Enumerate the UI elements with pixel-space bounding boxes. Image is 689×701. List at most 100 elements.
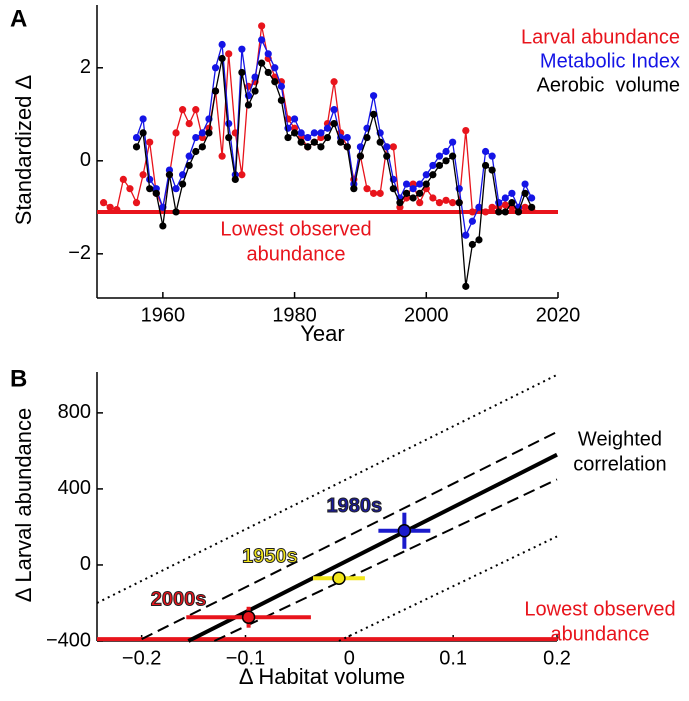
data-point bbox=[468, 208, 476, 216]
data-point bbox=[152, 189, 160, 197]
annotation: abundance bbox=[247, 243, 346, 265]
data-point bbox=[258, 36, 266, 44]
data-point bbox=[198, 143, 206, 151]
data-point bbox=[356, 143, 365, 151]
data-point bbox=[475, 236, 483, 244]
data-point bbox=[409, 185, 417, 193]
data-point bbox=[416, 189, 424, 197]
data-point bbox=[389, 185, 397, 193]
y-axis-title: Standardized Δ bbox=[11, 74, 36, 225]
x-tick-label: 0.2 bbox=[543, 647, 571, 669]
data-point bbox=[397, 523, 412, 538]
data-point bbox=[284, 133, 292, 142]
data-point bbox=[271, 64, 279, 72]
data-point bbox=[462, 231, 470, 239]
x-tick-label: 2020 bbox=[536, 304, 581, 326]
data-point bbox=[468, 217, 476, 225]
data-point bbox=[99, 199, 108, 207]
data-point bbox=[238, 171, 246, 179]
data-point bbox=[317, 143, 325, 151]
point-label: 1950s bbox=[242, 546, 298, 568]
data-point bbox=[521, 203, 529, 211]
data-point bbox=[370, 110, 378, 118]
legend-entry: Aerobic volume bbox=[537, 74, 680, 96]
data-point bbox=[449, 199, 457, 207]
data-point bbox=[435, 199, 444, 207]
data-point bbox=[363, 185, 371, 193]
data-point bbox=[179, 106, 187, 114]
data-point bbox=[277, 96, 285, 104]
data-point bbox=[119, 175, 127, 184]
data-point bbox=[376, 189, 384, 197]
data-point bbox=[468, 240, 476, 249]
data-point bbox=[528, 203, 536, 211]
data-point bbox=[146, 138, 154, 146]
x-tick-label: 2000 bbox=[404, 304, 449, 326]
data-point bbox=[343, 143, 351, 151]
data-point bbox=[462, 282, 470, 290]
data-point bbox=[264, 68, 272, 77]
legend-entry: Metabolic Index bbox=[540, 50, 680, 72]
data-point bbox=[528, 194, 536, 202]
data-point bbox=[225, 133, 233, 142]
data-point bbox=[241, 610, 256, 624]
data-point bbox=[495, 208, 503, 216]
y-tick-label: 0 bbox=[80, 149, 91, 171]
data-point bbox=[370, 189, 378, 197]
data-point bbox=[113, 206, 121, 214]
data-point bbox=[172, 129, 180, 137]
y-tick-label: 400 bbox=[58, 477, 91, 499]
data-point bbox=[370, 92, 378, 100]
data-point bbox=[416, 180, 424, 188]
data-point bbox=[488, 152, 496, 160]
data-point bbox=[389, 143, 397, 151]
data-point bbox=[435, 152, 444, 160]
data-point bbox=[304, 143, 312, 151]
data-point bbox=[363, 133, 371, 142]
y-axis-title: Δ Larval abundance bbox=[11, 408, 36, 603]
data-point bbox=[271, 78, 279, 86]
data-point bbox=[521, 180, 529, 188]
data-point bbox=[442, 196, 450, 204]
fit-line bbox=[338, 535, 558, 642]
x-tick-label: 1980 bbox=[272, 304, 317, 326]
data-point bbox=[435, 161, 444, 170]
data-point bbox=[251, 73, 259, 81]
data-point bbox=[165, 171, 174, 179]
y-tick-label: 0 bbox=[80, 553, 91, 575]
data-point bbox=[330, 119, 338, 128]
data-point bbox=[264, 50, 272, 58]
fit-line bbox=[213, 478, 558, 642]
data-point bbox=[211, 64, 220, 72]
x-tick-label: −0.2 bbox=[122, 647, 161, 669]
data-point bbox=[350, 185, 358, 193]
data-point bbox=[172, 208, 180, 216]
data-point bbox=[290, 129, 299, 137]
data-point bbox=[501, 201, 509, 209]
annotation: Lowest observed bbox=[524, 598, 675, 620]
data-point bbox=[126, 185, 134, 193]
data-point bbox=[337, 138, 345, 146]
data-point bbox=[449, 152, 457, 160]
data-point bbox=[310, 138, 318, 146]
annotation: correlation bbox=[573, 453, 666, 475]
x-tick-label: −0.1 bbox=[226, 647, 265, 669]
data-point bbox=[330, 106, 338, 114]
data-point bbox=[231, 175, 239, 184]
data-point bbox=[332, 571, 346, 586]
x-tick-label: 0.1 bbox=[439, 647, 467, 669]
data-point bbox=[383, 152, 391, 160]
legend-entry: Larval abundance bbox=[521, 26, 680, 48]
data-point bbox=[304, 133, 312, 142]
x-axis-title: Year bbox=[300, 321, 344, 346]
data-point bbox=[238, 68, 246, 77]
data-point bbox=[481, 161, 490, 170]
point-label: 1980s bbox=[327, 495, 383, 517]
data-point bbox=[139, 171, 147, 179]
x-axis-title: Δ Habitat volume bbox=[239, 664, 405, 689]
data-point bbox=[501, 194, 509, 202]
x-tick-label: 1960 bbox=[141, 304, 186, 326]
data-point bbox=[475, 203, 483, 211]
data-point bbox=[488, 203, 496, 211]
